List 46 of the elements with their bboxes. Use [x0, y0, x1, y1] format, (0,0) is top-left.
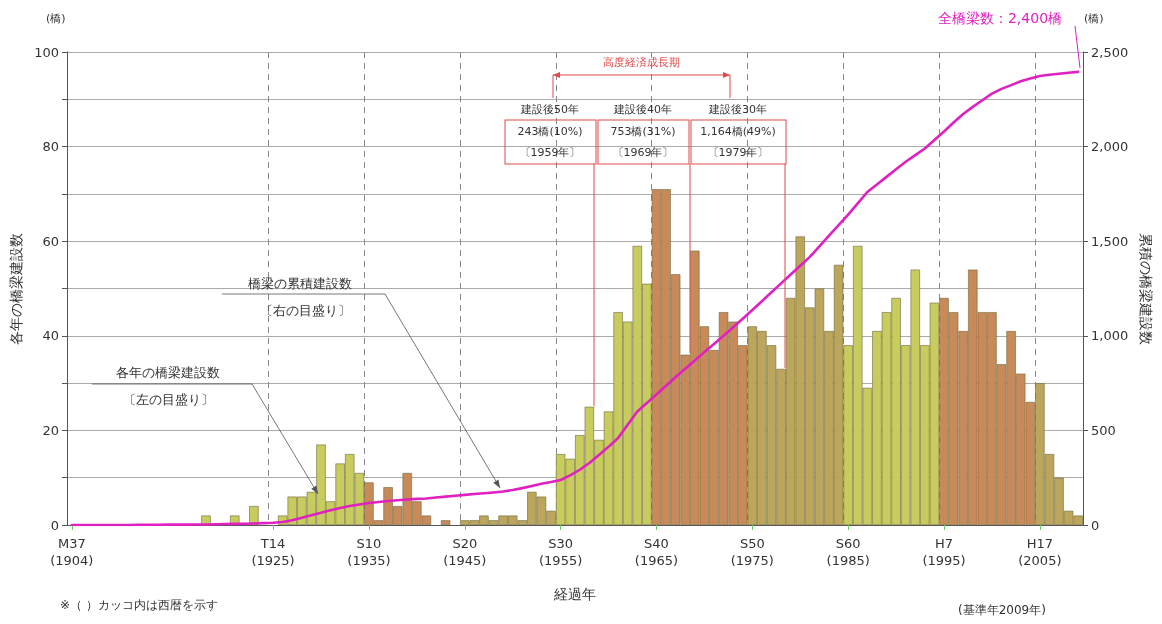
y2-tick-label: 500: [1091, 422, 1116, 438]
line-series: [70, 70, 1080, 527]
x-tick-label: S50 (1975): [730, 536, 774, 568]
annotation: 243橋(10%): [517, 124, 583, 138]
y2-tick-label: 1,500: [1091, 233, 1129, 249]
text: (橋): [1084, 11, 1104, 25]
annotation: 高度経済成長期: [602, 55, 680, 69]
bar: [440, 520, 451, 525]
x-tick-label: S10 (1935): [347, 536, 391, 568]
x-tick-label: S60 (1985): [826, 536, 870, 568]
annotation: 各年の橋梁建設数: [116, 364, 220, 380]
y2-tick-label: 1,000: [1091, 328, 1129, 344]
x-tick-label: T14 (1925): [251, 536, 295, 568]
text: ※（ ）カッコ内は西暦を示す: [60, 598, 218, 612]
x-tick-label: S30 (1955): [539, 536, 583, 568]
y-tick-label: 80: [42, 139, 59, 155]
y2-axis-title: 累積の橋梁建設数: [1138, 232, 1155, 345]
y-tick-label: 20: [42, 422, 59, 438]
y2-tick-label: 0: [1091, 517, 1100, 533]
x-tick-label: S40 (1965): [634, 536, 679, 568]
x-tick-label: H7 (1995): [922, 536, 966, 568]
annotation: 753橋(31%): [610, 124, 676, 138]
y-tick-label: 100: [34, 44, 59, 60]
annotation: 建設後30年: [708, 102, 767, 116]
annotation: 建設後40年: [613, 102, 672, 116]
y2-tick-label: 2,500: [1091, 44, 1129, 60]
annotation: 1,164橋(49%): [700, 124, 776, 138]
x-axis-title: 経過年: [553, 586, 596, 602]
x-tick-label: H17 (2005): [1018, 536, 1062, 568]
x-tick-label: M37 (1904): [50, 536, 94, 568]
text: (橋): [46, 11, 66, 25]
annotation: 〔1969年〕: [612, 145, 674, 159]
annotation: 〔左の目盛り〕: [122, 391, 214, 407]
annotation: 〔1959年〕: [519, 145, 581, 159]
y-tick-label: 0: [50, 517, 59, 533]
y-tick-label: 60: [42, 233, 59, 249]
y-axis-title: 各年の橋梁建設数: [8, 232, 25, 345]
text: 全橋梁数：2,400橋: [937, 10, 1063, 26]
annotation: 橋梁の累積建設数: [248, 275, 352, 291]
annotation: 建設後50年: [520, 102, 579, 116]
x-tick-label: S20 (1945): [443, 536, 487, 568]
text: (基準年2009年): [958, 603, 1046, 617]
y-tick-label: 40: [42, 328, 59, 344]
annotation: 〔右の目盛り〕: [259, 302, 351, 318]
y2-tick-label: 2,000: [1091, 139, 1129, 155]
annotation: 〔1979年〕: [707, 145, 769, 159]
